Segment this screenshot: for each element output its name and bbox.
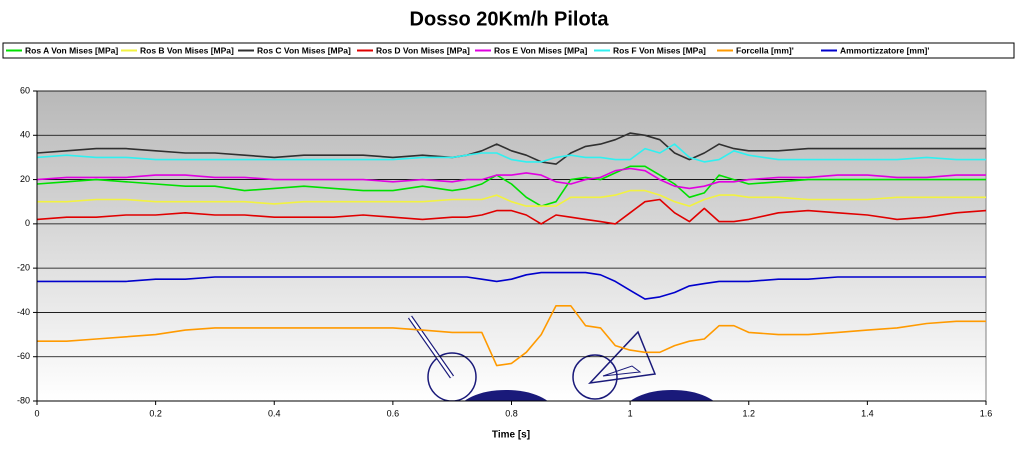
y-tick-label: 20 [20, 174, 30, 184]
series-line [37, 132, 986, 165]
x-axis-label: Time [s] [492, 430, 530, 441]
y-tick-label: 0 [25, 218, 30, 228]
legend: Ros A Von Mises [MPa] Ros B Von Mises [MP… [6, 45, 929, 55]
legend-label: Ros E Von Mises [MPa] [494, 45, 588, 55]
legend-label: Ros A Von Mises [MPa] [25, 45, 118, 55]
series-lines [37, 132, 986, 367]
x-tick-label: 1.4 [861, 408, 874, 418]
series-line [37, 198, 986, 225]
x-tick-label: 1 [628, 408, 633, 418]
series-line [37, 189, 986, 207]
x-tick-label: 1.2 [742, 408, 755, 418]
legend-label: Ros D Von Mises [MPa] [376, 45, 470, 55]
legend-label: Ros B Von Mises [MPa] [140, 45, 234, 55]
x-tick-label: 0.4 [268, 408, 281, 418]
axes: -80 -60 -40 -20 0 20 40 60 0 0.2 0.4 0.6 0.8 1 1.2 1.4 1… [17, 85, 992, 418]
series-line [37, 305, 986, 367]
series-line [37, 271, 986, 300]
legend-label: Forcella [mm]' [736, 45, 794, 55]
legend-label: Ros C Von Mises [MPa] [257, 45, 351, 55]
y-tick-label: 60 [20, 85, 30, 95]
y-tick-label: 40 [20, 130, 30, 140]
series-line [37, 165, 986, 207]
bump [464, 390, 548, 401]
wheel [572, 354, 618, 400]
legend-label: Ammortizzatore [mm]' [840, 45, 929, 55]
legend-box [2, 42, 1015, 59]
y-tick-label: -60 [17, 351, 30, 361]
legend-label: Ros F Von Mises [MPa] [613, 45, 706, 55]
plot-area [36, 90, 987, 402]
x-tick-label: 0.8 [505, 408, 518, 418]
y-tick-label: -20 [17, 263, 30, 273]
series-line [37, 167, 986, 190]
x-tick-label: 1.6 [980, 408, 993, 418]
decoration [407, 315, 714, 401]
x-tick-label: 0 [34, 408, 39, 418]
series-line [37, 143, 986, 163]
bump [630, 390, 714, 401]
y-tick-label: -40 [17, 307, 30, 317]
x-tick-label: 0.6 [387, 408, 400, 418]
x-tick-label: 0.2 [149, 408, 162, 418]
swingarm [602, 365, 642, 377]
chart-title: Dosso 20Km/h Pilota [410, 8, 610, 30]
fork [408, 316, 454, 378]
wheel [427, 352, 477, 401]
y-tick-label: -80 [17, 395, 30, 405]
